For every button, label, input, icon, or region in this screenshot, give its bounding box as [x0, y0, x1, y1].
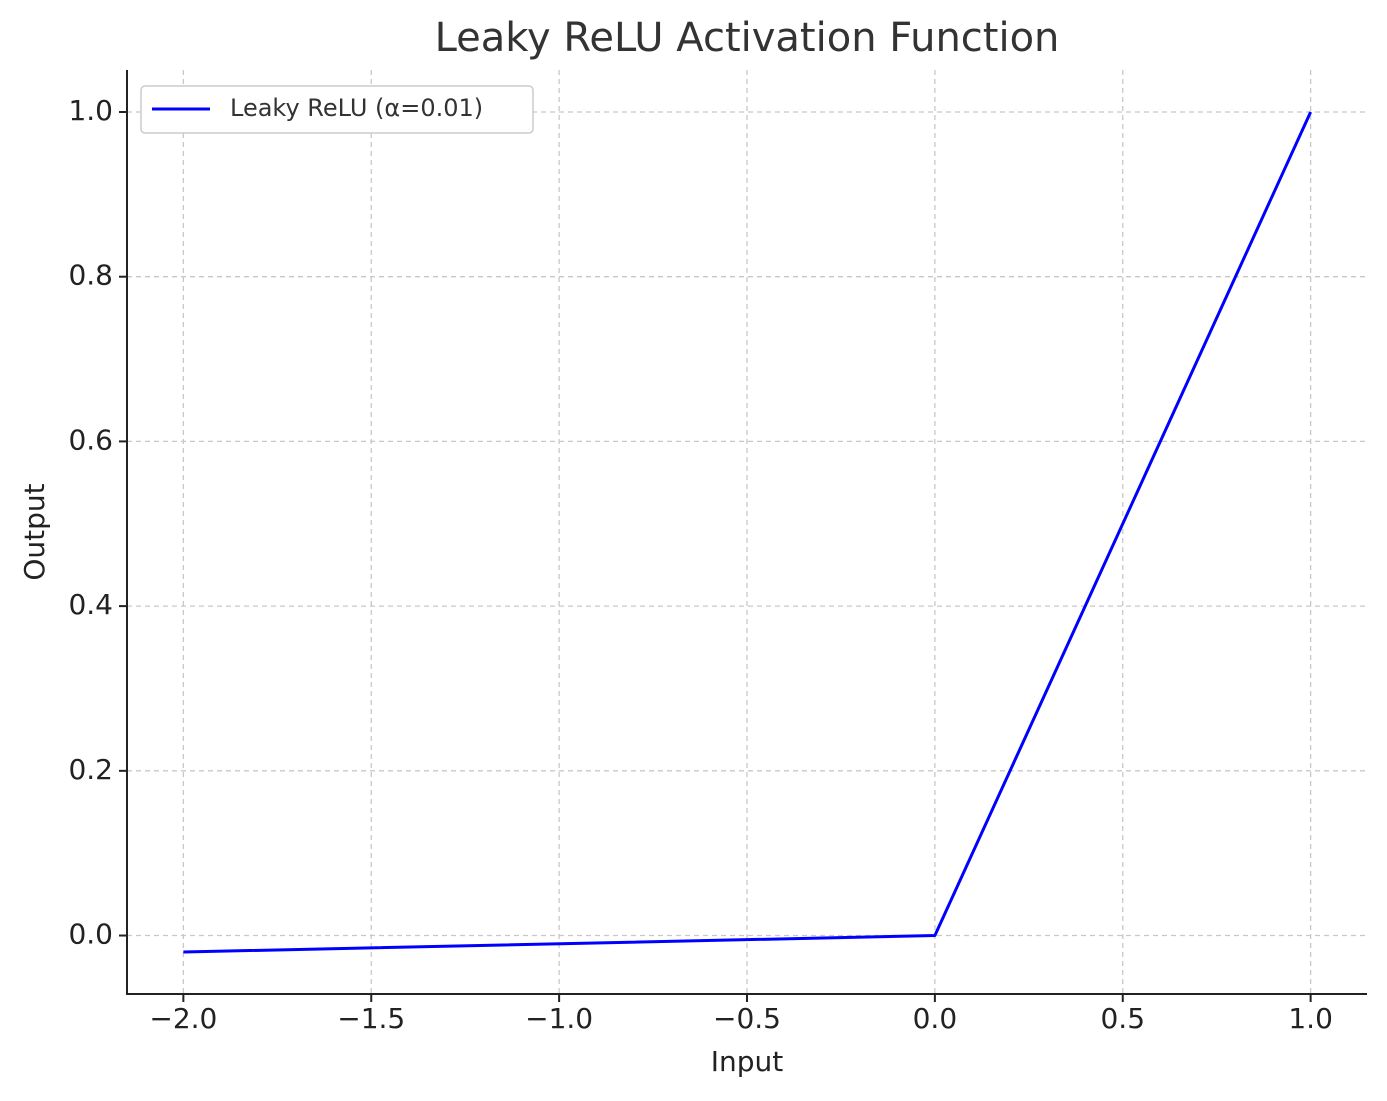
y-axis-label: Output — [18, 483, 51, 580]
y-tick-label: 0.0 — [68, 918, 113, 951]
x-axis-label: Input — [711, 1045, 784, 1078]
x-tick-label: −1.5 — [337, 1002, 405, 1035]
x-tick-label: 0.0 — [913, 1002, 958, 1035]
x-tick-label: 0.5 — [1100, 1002, 1145, 1035]
legend-label: Leaky ReLU (α=0.01) — [230, 94, 483, 122]
x-tick-label: −2.0 — [149, 1002, 217, 1035]
y-tick-label: 0.8 — [68, 259, 113, 292]
y-tick-label: 0.4 — [68, 588, 113, 621]
x-tick-label: −0.5 — [713, 1002, 781, 1035]
y-tick-label: 0.6 — [68, 423, 113, 456]
x-tick-label: −1.0 — [525, 1002, 593, 1035]
legend-box — [140, 85, 534, 134]
y-tick-label: 0.2 — [68, 753, 113, 786]
y-tick-label: 1.0 — [68, 94, 113, 127]
x-tick-label: 1.0 — [1288, 1002, 1333, 1035]
data-line — [183, 111, 1313, 954]
chart-title: Leaky ReLU Activation Function — [435, 15, 1060, 61]
